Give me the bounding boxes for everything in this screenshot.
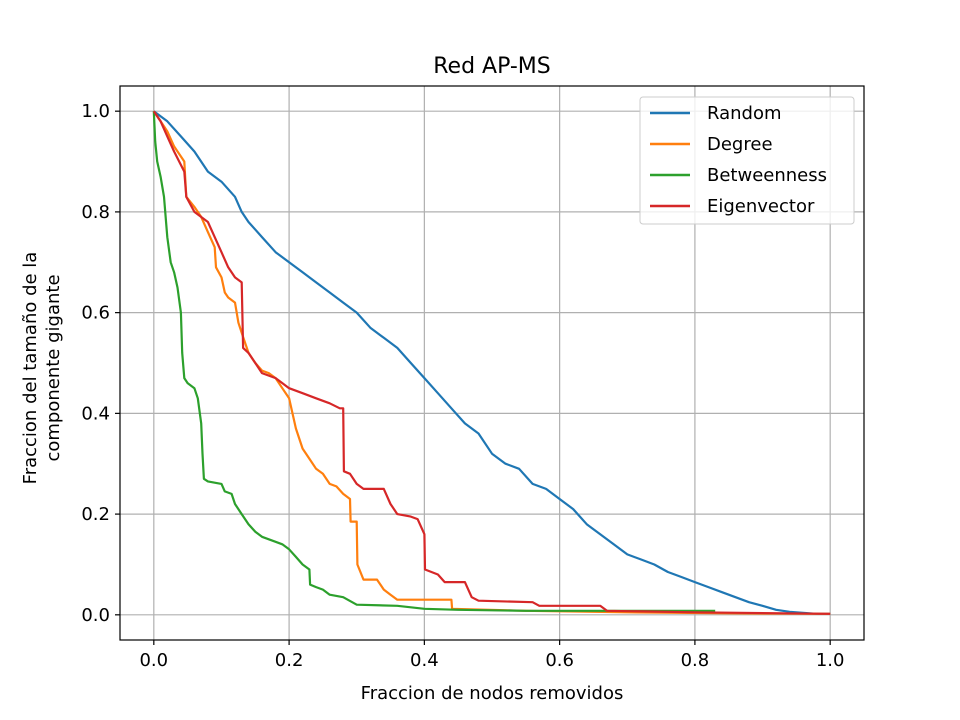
y-axis-label-line-2: componente gigante (43, 274, 64, 461)
y-tick-label: 0.0 (81, 605, 110, 626)
legend-box (639, 96, 855, 225)
x-tick-label: 1.0 (816, 650, 845, 671)
legend-label-eigenvector: Eigenvector (707, 196, 815, 217)
x-tick-label: 0.4 (410, 650, 439, 671)
y-tick-label: 1.0 (81, 101, 110, 122)
x-axis-label: Fraccion de nodos removidos (361, 683, 624, 704)
series-line-eigenvector (152, 110, 831, 615)
series-lines (152, 110, 831, 615)
x-tick-label: 0.2 (275, 650, 304, 671)
y-tick-label: 0.4 (81, 403, 110, 424)
y-tick-label: 0.8 (81, 202, 110, 223)
x-tick-label: 0.6 (545, 650, 574, 671)
plot-frame (119, 85, 865, 641)
series-line-random (153, 110, 831, 615)
series-line-degree (152, 110, 831, 615)
chart-title: Red AP-MS (433, 54, 551, 79)
legend-label-degree: Degree (707, 134, 773, 155)
y-axis-label-line-1: Fraccion del tamaño de la (20, 252, 41, 485)
legend-label-random: Random (707, 103, 782, 124)
axis-ticks: 0.0 0.2 0.4 0.6 0.8 1.0 0.0 0.2 0.4 0.6 0.8 1.0 (81, 101, 844, 671)
x-tick-label: 0.0 (139, 650, 168, 671)
y-tick-label: 0.2 (81, 504, 110, 525)
x-tick-label: 0.8 (681, 650, 710, 671)
legend-label-betweenness: Betweenness (707, 165, 827, 186)
y-tick-label: 0.6 (81, 303, 110, 324)
legend: Random Degree Betweenness Eigenvector (639, 96, 855, 225)
series-line-betweenness (152, 111, 716, 612)
